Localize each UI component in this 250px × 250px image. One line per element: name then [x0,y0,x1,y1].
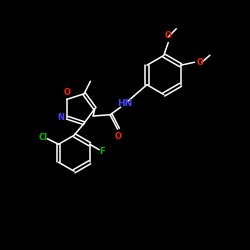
Text: O: O [197,58,204,67]
Text: Cl: Cl [38,133,48,142]
Text: O: O [63,88,70,97]
Text: O: O [165,32,172,40]
Text: HN: HN [118,99,133,108]
Text: F: F [100,147,105,156]
Text: N: N [57,113,64,122]
Text: O: O [115,132,122,141]
